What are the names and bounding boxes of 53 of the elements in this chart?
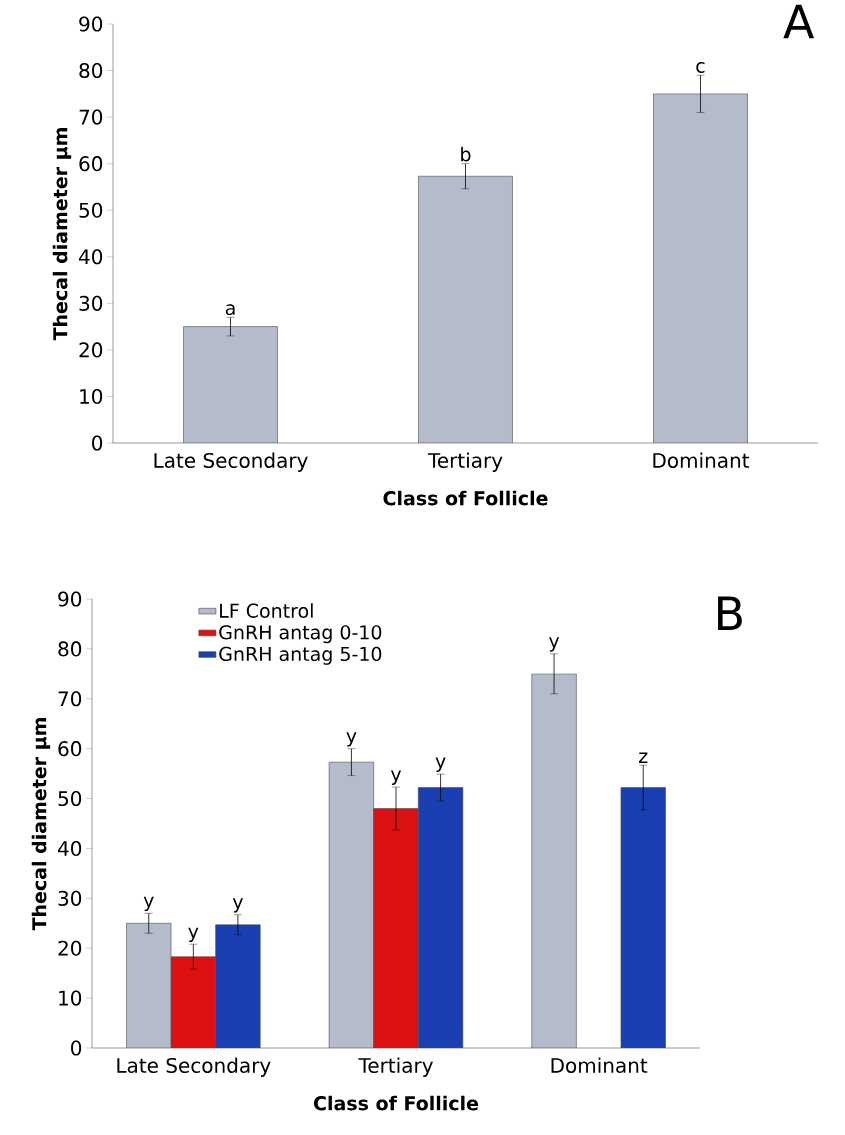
y-tick-label: 50 (58, 790, 82, 807)
y-tick-label: 30 (79, 295, 103, 311)
y-tick-label: 80 (58, 641, 82, 657)
y-tick-label: 10 (80, 388, 103, 404)
chart-title: A (783, 4, 815, 39)
y-tick-label: 10 (59, 990, 82, 1006)
y-tick-label: 90 (79, 16, 103, 32)
bar (183, 326, 278, 443)
x-tick-label: Dominant (653, 452, 750, 468)
bar (653, 93, 748, 443)
bar (531, 673, 577, 1048)
y-tick-label: 90 (58, 591, 82, 607)
annotation: z (639, 752, 648, 763)
y-tick-label: 40 (78, 249, 103, 265)
bar (373, 808, 419, 1048)
chart-title: B (718, 596, 742, 631)
legend-label: LF Control (220, 603, 313, 618)
x-tick-label: Dominant (551, 1057, 648, 1073)
x-tick-label: Tertiary (427, 452, 503, 472)
x-axis-title: Class of Follicle (313, 1095, 479, 1111)
x-tick-label: Late Secondary (154, 452, 308, 472)
annotation: c (696, 62, 705, 74)
y-tick-label: 60 (79, 156, 103, 172)
y-tick-label: 30 (58, 890, 82, 906)
bar (418, 175, 513, 443)
y-tick-label: 70 (58, 691, 82, 707)
y-tick-label: 0 (92, 435, 103, 451)
annotation: y (390, 770, 402, 785)
y-tick-label: 40 (57, 840, 82, 856)
annotation: y (188, 927, 199, 943)
y-tick-label: 70 (79, 109, 103, 125)
annotation: y (346, 732, 357, 747)
annotation: y (143, 896, 154, 912)
annotation: b (461, 146, 471, 162)
y-axis-title: Thecal diameter µm (52, 128, 72, 341)
legend-label: GnRH antag 5-10 (219, 646, 382, 665)
y-axis-title: Thecal diameter µm (31, 718, 51, 931)
x-tick-label: Tertiary (358, 1057, 433, 1077)
bar (170, 956, 216, 1048)
annotation: y (435, 757, 446, 772)
x-tick-label: Late Secondary (117, 1057, 271, 1077)
annotation: y (232, 898, 243, 913)
bar (620, 787, 666, 1048)
legend-label: GnRH antag 0-10 (219, 625, 382, 644)
annotation: y (549, 637, 560, 652)
y-tick-label: 80 (79, 63, 103, 79)
y-tick-label: 0 (71, 1040, 82, 1056)
x-axis-title: Class of Follicle (383, 490, 548, 506)
y-tick-label: 20 (79, 342, 103, 358)
y-tick-label: 60 (58, 741, 82, 757)
annotation: a (225, 304, 235, 316)
y-tick-label: 20 (58, 940, 82, 956)
y-tick-label: 50 (79, 202, 103, 218)
